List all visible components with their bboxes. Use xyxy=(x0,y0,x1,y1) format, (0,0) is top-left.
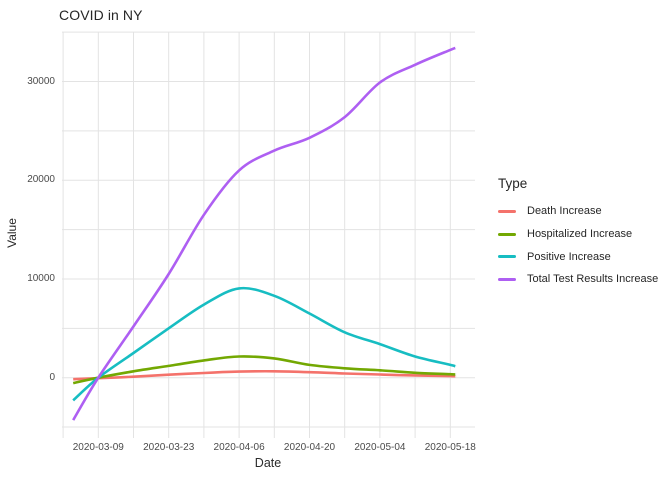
legend-item-label: Death Increase xyxy=(527,205,602,218)
legend-item-label: Positive Increase xyxy=(527,250,611,263)
legend-item-hospitalized-increase: Hospitalized Increase xyxy=(497,223,669,246)
y-tick-label: 20000 xyxy=(27,174,55,186)
legend-item-label: Total Test Results Increase xyxy=(527,273,659,286)
x-tick-label: 2020-04-06 xyxy=(213,442,265,453)
x-tick-label: 2020-05-04 xyxy=(354,442,406,453)
y-tick-label: 10000 xyxy=(27,272,55,284)
legend: Type Death Increase Hospitalized Increase… xyxy=(497,176,669,291)
series-line-death-increase xyxy=(73,369,457,381)
x-tick-label: 2020-05-18 xyxy=(424,442,476,453)
chart-title: COVID in NY xyxy=(59,7,143,23)
legend-swatch-icon xyxy=(498,277,516,281)
legend-items: Death Increase Hospitalized Increase Posit… xyxy=(497,200,669,291)
series-line-hospitalized-increase xyxy=(72,355,457,385)
legend-swatch-icon xyxy=(498,209,516,213)
x-tick-label: 2020-03-09 xyxy=(72,442,124,453)
y-tick-label: 30000 xyxy=(27,75,55,87)
series-line-positive-increase xyxy=(72,286,457,402)
x-tick-label: 2020-03-23 xyxy=(143,442,195,453)
x-tick-label: 2020-04-20 xyxy=(283,442,336,453)
legend-item-label: Hospitalized Increase xyxy=(527,228,633,241)
legend-item-positive-increase: Positive Increase xyxy=(497,245,669,268)
legend-item-death-increase: Death Increase xyxy=(497,200,669,223)
legend-item-total-test-results-increase: Total Test Results Increase xyxy=(497,268,669,291)
series-line-total-test-results-increase xyxy=(72,46,457,421)
legend-swatch-icon xyxy=(498,255,516,259)
x-axis-title: Date xyxy=(254,456,282,470)
y-axis-title: Value xyxy=(5,218,19,248)
legend-title: Type xyxy=(498,176,528,191)
y-tick-label: 0 xyxy=(49,371,55,383)
legend-swatch-icon xyxy=(498,232,516,236)
